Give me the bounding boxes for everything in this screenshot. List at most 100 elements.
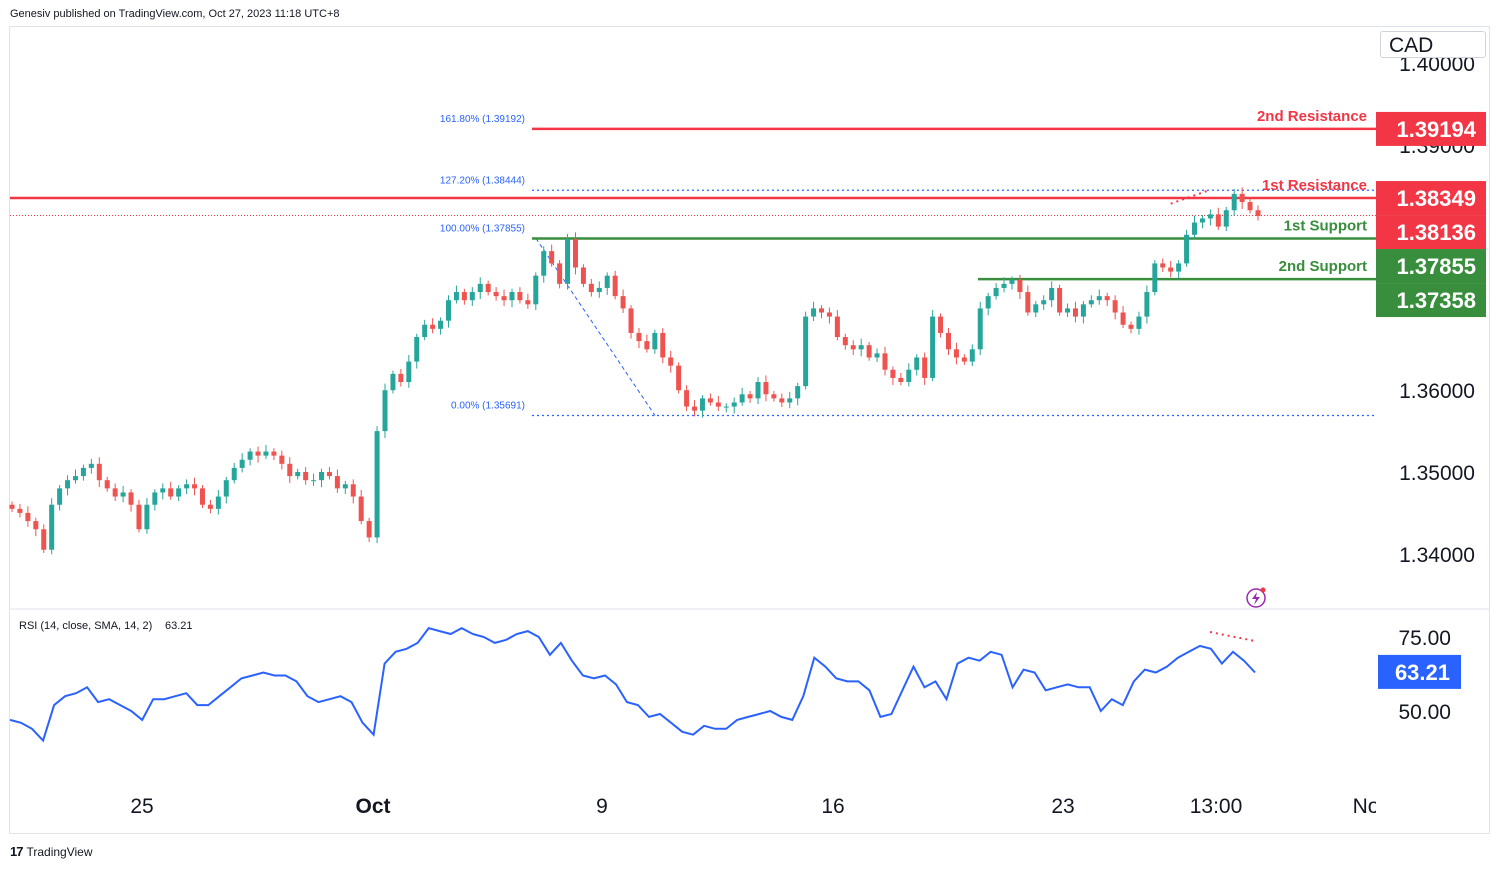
candle-body	[239, 459, 245, 468]
price-badge	[1376, 181, 1486, 216]
candle-body	[17, 508, 23, 513]
candle-body	[501, 296, 507, 301]
fib-level-label: 161.80% (1.39192)	[440, 114, 525, 125]
candle-body	[255, 451, 261, 456]
candle-body	[1033, 304, 1039, 313]
candle-body	[485, 283, 491, 293]
candle-body	[525, 300, 531, 305]
candle-body	[374, 431, 380, 538]
candle-body	[803, 316, 809, 387]
candle-body	[668, 357, 674, 366]
candle-body	[985, 296, 991, 309]
candle-body	[223, 480, 229, 497]
candle-body	[279, 455, 285, 464]
candle-body	[565, 238, 571, 284]
candle-body	[938, 316, 944, 333]
candle-body	[1065, 308, 1071, 313]
candle-body	[25, 512, 31, 522]
candle-body	[1176, 263, 1182, 272]
candle-body	[1239, 193, 1245, 203]
date-tick-label: 16	[821, 795, 844, 818]
candle-body	[572, 238, 578, 268]
candle-body	[390, 373, 396, 391]
tradingview-logo-icon: 17	[10, 844, 24, 859]
price-badge-label: 1.39194	[1396, 117, 1476, 142]
candle-body	[287, 463, 293, 477]
candle-body	[1223, 210, 1229, 227]
candle-body	[104, 480, 110, 489]
candle-body	[1088, 300, 1094, 305]
candle-body	[1009, 279, 1015, 284]
candle-body	[199, 488, 205, 505]
candle-body	[1199, 218, 1205, 223]
axis-mask	[1376, 790, 1390, 820]
candle-body	[72, 476, 78, 481]
date-tick-label: 23	[1051, 795, 1074, 818]
candle-body	[588, 283, 594, 293]
candle-body	[160, 488, 166, 493]
price-badge-label: 1.38349	[1396, 186, 1476, 211]
candle-body	[358, 496, 364, 522]
date-tick-label: 25	[130, 795, 153, 818]
candle-body	[1192, 222, 1198, 235]
candle-body	[295, 472, 301, 477]
lightning-icon	[1246, 588, 1266, 608]
candle-body	[636, 332, 642, 342]
price-badge	[1376, 111, 1486, 146]
date-tick-label: 13:00	[1190, 795, 1243, 818]
candle-body	[715, 402, 721, 407]
candle-body	[398, 373, 404, 383]
candle-body	[41, 529, 47, 550]
price-divergence-line	[1170, 188, 1211, 205]
candle-body	[652, 332, 658, 350]
candle-body	[144, 504, 150, 530]
candle-body	[247, 451, 253, 460]
candle-body	[795, 386, 801, 399]
candle-body	[517, 292, 523, 301]
candle-body	[184, 484, 190, 489]
rsi-tick-label: 50.00	[1398, 701, 1451, 724]
fib-level-label: 100.00% (1.37855)	[440, 223, 525, 234]
candle-body	[1144, 292, 1150, 317]
candle-body	[326, 472, 332, 477]
candle-body	[977, 308, 983, 350]
candle-body	[596, 287, 602, 293]
candle-body	[88, 463, 94, 468]
candle-body	[1215, 214, 1221, 227]
footer-brand: TradingView	[26, 844, 93, 859]
candle-body	[993, 287, 999, 297]
candle-body	[890, 369, 896, 378]
candle-body	[1041, 300, 1047, 305]
candle-body	[430, 324, 436, 329]
fib-level-label: 127.20% (1.38444)	[440, 175, 525, 186]
rsi-title: RSI (14, close, SMA, 14, 2)	[19, 620, 152, 632]
candle-body	[350, 484, 356, 497]
price-tick-label: 1.34000	[1399, 544, 1475, 567]
candle-body	[1128, 324, 1134, 329]
candle-body	[763, 382, 769, 395]
candle-body	[692, 406, 698, 411]
candle-body	[461, 292, 467, 301]
candle-body	[1120, 312, 1126, 325]
rsi-badge	[1378, 654, 1461, 689]
candle-body	[65, 480, 71, 489]
candle-body	[422, 324, 428, 338]
candle-body	[858, 345, 864, 350]
candle-body	[930, 316, 936, 378]
candle-body	[469, 292, 475, 301]
currency-selector[interactable]: CAD	[1380, 31, 1486, 58]
level-label: 2nd Resistance	[1257, 108, 1367, 125]
candle-body	[168, 488, 174, 497]
candle-body	[366, 521, 372, 538]
candle-body	[620, 296, 626, 309]
candle-body	[112, 488, 118, 497]
candle-body	[747, 394, 753, 399]
candle-body	[1168, 267, 1174, 272]
candle-body	[49, 504, 55, 550]
candle-body	[382, 390, 388, 432]
candle-body	[819, 308, 825, 313]
candle-body	[779, 398, 785, 403]
candle-body	[319, 472, 325, 481]
chart-frame	[9, 26, 1490, 834]
